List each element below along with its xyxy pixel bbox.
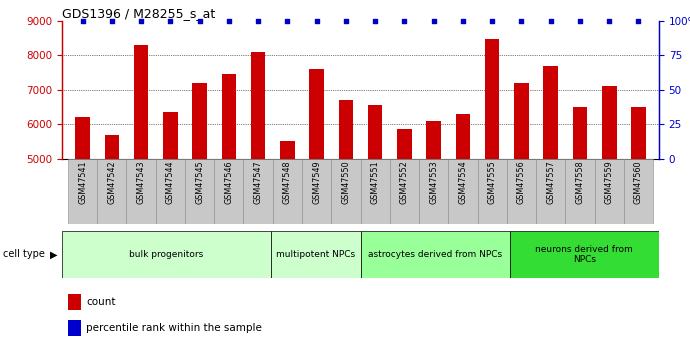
Point	[194, 18, 205, 23]
Bar	[397, 129, 412, 331]
Bar	[309, 69, 324, 331]
Point	[399, 18, 410, 23]
Bar	[368, 105, 382, 331]
Point	[545, 18, 556, 23]
Bar	[595, 159, 624, 224]
Text: GSM47543: GSM47543	[137, 161, 146, 204]
Text: GSM47554: GSM47554	[458, 161, 467, 204]
Text: ▶: ▶	[50, 249, 57, 259]
Bar	[360, 159, 390, 224]
Text: multipotent NPCs: multipotent NPCs	[276, 250, 355, 259]
Point	[224, 18, 235, 23]
Bar	[485, 39, 500, 331]
Text: GSM47544: GSM47544	[166, 161, 175, 204]
Point	[253, 18, 264, 23]
Bar	[273, 159, 302, 224]
Text: GSM47560: GSM47560	[634, 161, 643, 204]
Bar	[631, 107, 646, 331]
Bar	[602, 86, 617, 331]
Bar	[390, 159, 419, 224]
Point	[516, 18, 527, 23]
Point	[311, 18, 322, 23]
Text: GSM47555: GSM47555	[488, 161, 497, 205]
Text: count: count	[86, 297, 115, 307]
Point	[282, 18, 293, 23]
Text: astrocytes derived from NPCs: astrocytes derived from NPCs	[368, 250, 502, 259]
Point	[428, 18, 440, 23]
Bar	[250, 52, 266, 331]
Bar	[507, 159, 536, 224]
Bar	[331, 159, 360, 224]
Point	[106, 18, 117, 23]
Bar	[126, 159, 156, 224]
Bar	[448, 159, 477, 224]
Bar	[68, 294, 81, 310]
Bar	[573, 107, 587, 331]
Bar	[455, 114, 471, 331]
Text: GSM47551: GSM47551	[371, 161, 380, 204]
Point	[340, 18, 351, 23]
Bar	[163, 112, 177, 331]
Bar	[244, 159, 273, 224]
Bar	[477, 159, 507, 224]
Point	[604, 18, 615, 23]
Text: GSM47556: GSM47556	[517, 161, 526, 204]
Point	[165, 18, 176, 23]
Bar	[214, 159, 244, 224]
Point	[486, 18, 497, 23]
Text: cell type: cell type	[3, 249, 46, 259]
Bar	[624, 159, 653, 224]
Text: GDS1396 / M28255_s_at: GDS1396 / M28255_s_at	[62, 7, 215, 20]
Text: GSM47558: GSM47558	[575, 161, 584, 204]
Bar	[536, 159, 565, 224]
Text: GSM47542: GSM47542	[108, 161, 117, 204]
Text: GSM47546: GSM47546	[224, 161, 233, 204]
Point	[135, 18, 146, 23]
Text: percentile rank within the sample: percentile rank within the sample	[86, 323, 262, 333]
Bar	[271, 231, 360, 278]
Text: GSM47541: GSM47541	[78, 161, 87, 204]
Point	[77, 18, 88, 23]
Bar	[339, 100, 353, 331]
Bar	[185, 159, 214, 224]
Bar	[544, 66, 558, 331]
Bar	[134, 45, 148, 331]
Text: GSM47550: GSM47550	[342, 161, 351, 204]
Bar	[62, 231, 271, 278]
Text: GSM47545: GSM47545	[195, 161, 204, 204]
Text: GSM47548: GSM47548	[283, 161, 292, 204]
Text: bulk progenitors: bulk progenitors	[130, 250, 204, 259]
Bar	[565, 159, 595, 224]
Bar	[360, 231, 510, 278]
Bar	[193, 83, 207, 331]
Text: GSM47559: GSM47559	[604, 161, 613, 205]
Bar	[426, 121, 441, 331]
Bar	[514, 83, 529, 331]
Point	[575, 18, 586, 23]
Bar	[156, 159, 185, 224]
Bar	[280, 141, 295, 331]
Text: GSM47557: GSM47557	[546, 161, 555, 205]
Bar	[221, 74, 236, 331]
Point	[370, 18, 381, 23]
Bar	[97, 159, 126, 224]
Bar	[68, 320, 81, 336]
Bar	[510, 231, 659, 278]
Bar	[104, 135, 119, 331]
Point	[457, 18, 469, 23]
Bar	[419, 159, 448, 224]
Bar	[302, 159, 331, 224]
Point	[633, 18, 644, 23]
Bar	[68, 159, 97, 224]
Text: GSM47553: GSM47553	[429, 161, 438, 204]
Bar	[75, 117, 90, 331]
Text: GSM47547: GSM47547	[254, 161, 263, 204]
Text: GSM47552: GSM47552	[400, 161, 409, 205]
Text: GSM47549: GSM47549	[312, 161, 321, 204]
Text: neurons derived from
NPCs: neurons derived from NPCs	[535, 245, 633, 264]
